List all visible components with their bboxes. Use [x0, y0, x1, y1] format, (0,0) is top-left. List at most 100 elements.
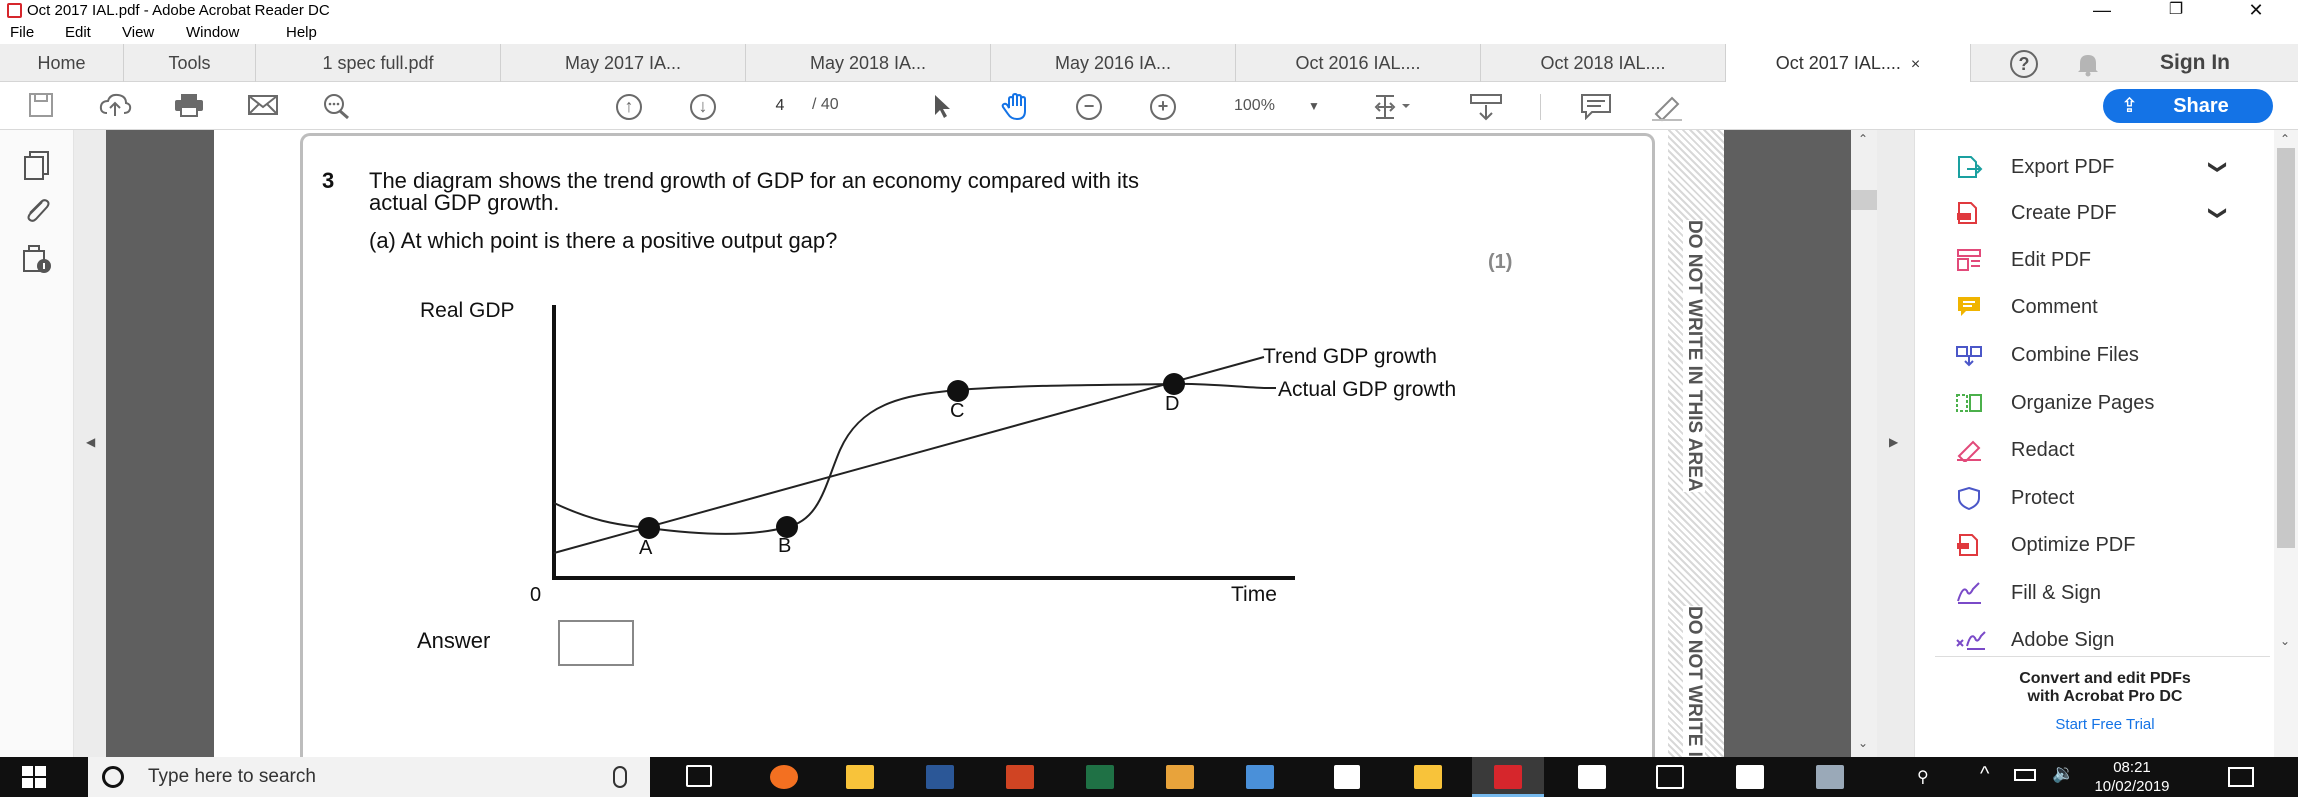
menu-view[interactable]: View: [122, 24, 155, 41]
menu-edit[interactable]: Edit: [65, 24, 91, 41]
tab-document[interactable]: May 2017 IA...: [501, 44, 746, 82]
task-view-icon[interactable]: [686, 765, 712, 787]
previous-page-icon[interactable]: ↑: [616, 94, 642, 120]
combine-files-icon: [1955, 343, 1983, 367]
volume-icon[interactable]: 🔉: [2052, 763, 2075, 783]
tab-document[interactable]: Oct 2016 IAL....: [1236, 44, 1481, 82]
chevron-down-icon[interactable]: ❯: [2208, 205, 2229, 221]
collapse-left-pane-icon[interactable]: ◀: [86, 435, 96, 449]
tool-edit-pdf[interactable]: Edit PDF: [1955, 243, 2255, 277]
email-icon[interactable]: [246, 92, 278, 120]
taskbar-clock[interactable]: 08:21 10/02/2019: [2092, 758, 2172, 796]
share-button[interactable]: ⇪ Share: [2103, 89, 2273, 123]
zoom-dropdown[interactable]: 100% ▼: [1212, 93, 1332, 119]
notification-bell-icon[interactable]: [2076, 51, 2100, 77]
sign-in-link[interactable]: Sign In: [2160, 51, 2230, 74]
tab-document-active[interactable]: Oct 2017 IAL.... ×: [1726, 44, 1971, 83]
point-d-label: D: [1165, 393, 1179, 415]
tool-export-pdf[interactable]: Export PDF ❯: [1955, 150, 2255, 184]
windows-start-icon[interactable]: [22, 766, 46, 788]
remote-desktop-icon[interactable]: [1246, 765, 1274, 789]
collapse-right-pane-icon[interactable]: ▶: [1889, 435, 1899, 449]
scrollbar-thumb[interactable]: [1851, 190, 1877, 210]
menu-help[interactable]: Help: [286, 24, 317, 41]
tab-document[interactable]: May 2018 IA...: [746, 44, 991, 82]
help-icon[interactable]: ?: [2010, 50, 2038, 78]
page-fit-icon[interactable]: [1372, 92, 1412, 120]
firefox-icon[interactable]: [770, 765, 798, 789]
comment-tool-icon[interactable]: [1578, 92, 1614, 121]
upgrade-promo: Convert and edit PDFs with Acrobat Pro D…: [1940, 670, 2270, 706]
photos-icon[interactable]: [1578, 765, 1606, 789]
tool-protect[interactable]: Protect: [1955, 481, 2255, 515]
show-hidden-icons-chevron[interactable]: ^: [1980, 763, 1990, 785]
tab-document[interactable]: Oct 2018 IAL....: [1481, 44, 1726, 82]
trend-gdp-line: [553, 356, 1265, 554]
point-c-label: C: [950, 400, 964, 422]
file-explorer-icon[interactable]: [846, 765, 874, 789]
menu-file[interactable]: File: [10, 24, 35, 41]
media-player-icon[interactable]: [1166, 765, 1194, 789]
document-security-icon[interactable]: [20, 242, 54, 276]
search-placeholder: Type here to search: [148, 766, 316, 787]
gdp-diagram: Real GDP 0 Time Trend GDP growth Actual …: [420, 299, 1456, 606]
highlight-pen-icon[interactable]: [1648, 92, 1688, 122]
tool-optimize-pdf[interactable]: Optimize PDF: [1955, 528, 2255, 562]
scroll-down-icon[interactable]: ⌄: [1858, 736, 1869, 750]
scroll-down-icon[interactable]: ⌄: [2280, 634, 2291, 648]
acrobat-app-icon: [7, 3, 22, 18]
tool-combine-files[interactable]: Combine Files: [1955, 338, 2255, 372]
page-number-input[interactable]: [752, 94, 808, 118]
scroll-up-icon[interactable]: ⌃: [2280, 132, 2291, 146]
close-window-button[interactable]: ✕: [2248, 0, 2264, 20]
menu-window[interactable]: Window: [186, 24, 240, 41]
calendar-icon[interactable]: [1656, 765, 1684, 789]
next-page-icon[interactable]: ↓: [690, 94, 716, 120]
tool-organize-pages[interactable]: Organize Pages: [1955, 386, 2255, 420]
tool-comment[interactable]: Comment: [1955, 290, 2255, 324]
page-thumbnails-icon[interactable]: [20, 148, 54, 182]
mail-icon[interactable]: [1736, 765, 1764, 789]
acrobat-taskbar-active[interactable]: [1472, 757, 1544, 797]
tab-document[interactable]: 1 spec full.pdf: [256, 44, 501, 82]
minimize-button[interactable]: —: [2093, 0, 2111, 20]
scroll-mode-icon[interactable]: [1466, 92, 1506, 121]
save-icon[interactable]: [26, 92, 56, 120]
start-free-trial-link[interactable]: Start Free Trial: [2055, 716, 2155, 733]
attachments-paperclip-icon[interactable]: [20, 194, 54, 228]
zoom-out-icon[interactable]: −: [1076, 94, 1102, 120]
tab-close-icon[interactable]: ×: [1910, 56, 1921, 73]
tab-tools[interactable]: Tools: [124, 44, 256, 82]
tools-pane-scroll-thumb[interactable]: [2277, 148, 2295, 548]
upload-cloud-icon[interactable]: [98, 92, 132, 120]
right-gutter: ▶: [1877, 130, 1914, 757]
word-icon[interactable]: [926, 765, 954, 789]
folder-icon[interactable]: [1414, 765, 1442, 789]
calculator-icon[interactable]: [1334, 765, 1360, 789]
tool-fill-sign[interactable]: Fill & Sign: [1955, 576, 2255, 610]
restore-button[interactable]: ❐: [2168, 1, 2184, 18]
tab-document[interactable]: May 2016 IA...: [991, 44, 1236, 82]
find-text-icon[interactable]: [320, 92, 350, 120]
zoom-in-icon[interactable]: +: [1150, 94, 1176, 120]
print-icon[interactable]: [172, 92, 203, 120]
tab-home[interactable]: Home: [0, 44, 124, 82]
document-scrollbar[interactable]: ⌃ ⌄: [1851, 130, 1877, 757]
tool-create-pdf[interactable]: Create PDF ❯: [1955, 196, 2255, 230]
network-drive-icon[interactable]: [1816, 765, 1844, 789]
scroll-up-icon[interactable]: ⌃: [1858, 132, 1869, 146]
tool-adobe-sign[interactable]: Adobe Sign: [1955, 623, 2255, 657]
point-a-marker: [638, 517, 660, 539]
microphone-icon[interactable]: [613, 766, 627, 788]
action-center-icon[interactable]: [2228, 767, 2254, 787]
excel-icon[interactable]: [1086, 765, 1114, 789]
taskbar-search-box[interactable]: Type here to search: [88, 757, 650, 797]
tool-redact[interactable]: Redact: [1955, 433, 2255, 467]
select-cursor-icon[interactable]: [927, 92, 957, 120]
battery-icon[interactable]: [2014, 769, 2036, 781]
hand-tool-icon[interactable]: [998, 92, 1038, 121]
powerpoint-icon[interactable]: [1006, 765, 1034, 789]
people-icon[interactable]: ⚲: [1917, 769, 1929, 786]
chevron-down-icon[interactable]: ❯: [2208, 159, 2229, 175]
answer-box[interactable]: [558, 620, 634, 666]
